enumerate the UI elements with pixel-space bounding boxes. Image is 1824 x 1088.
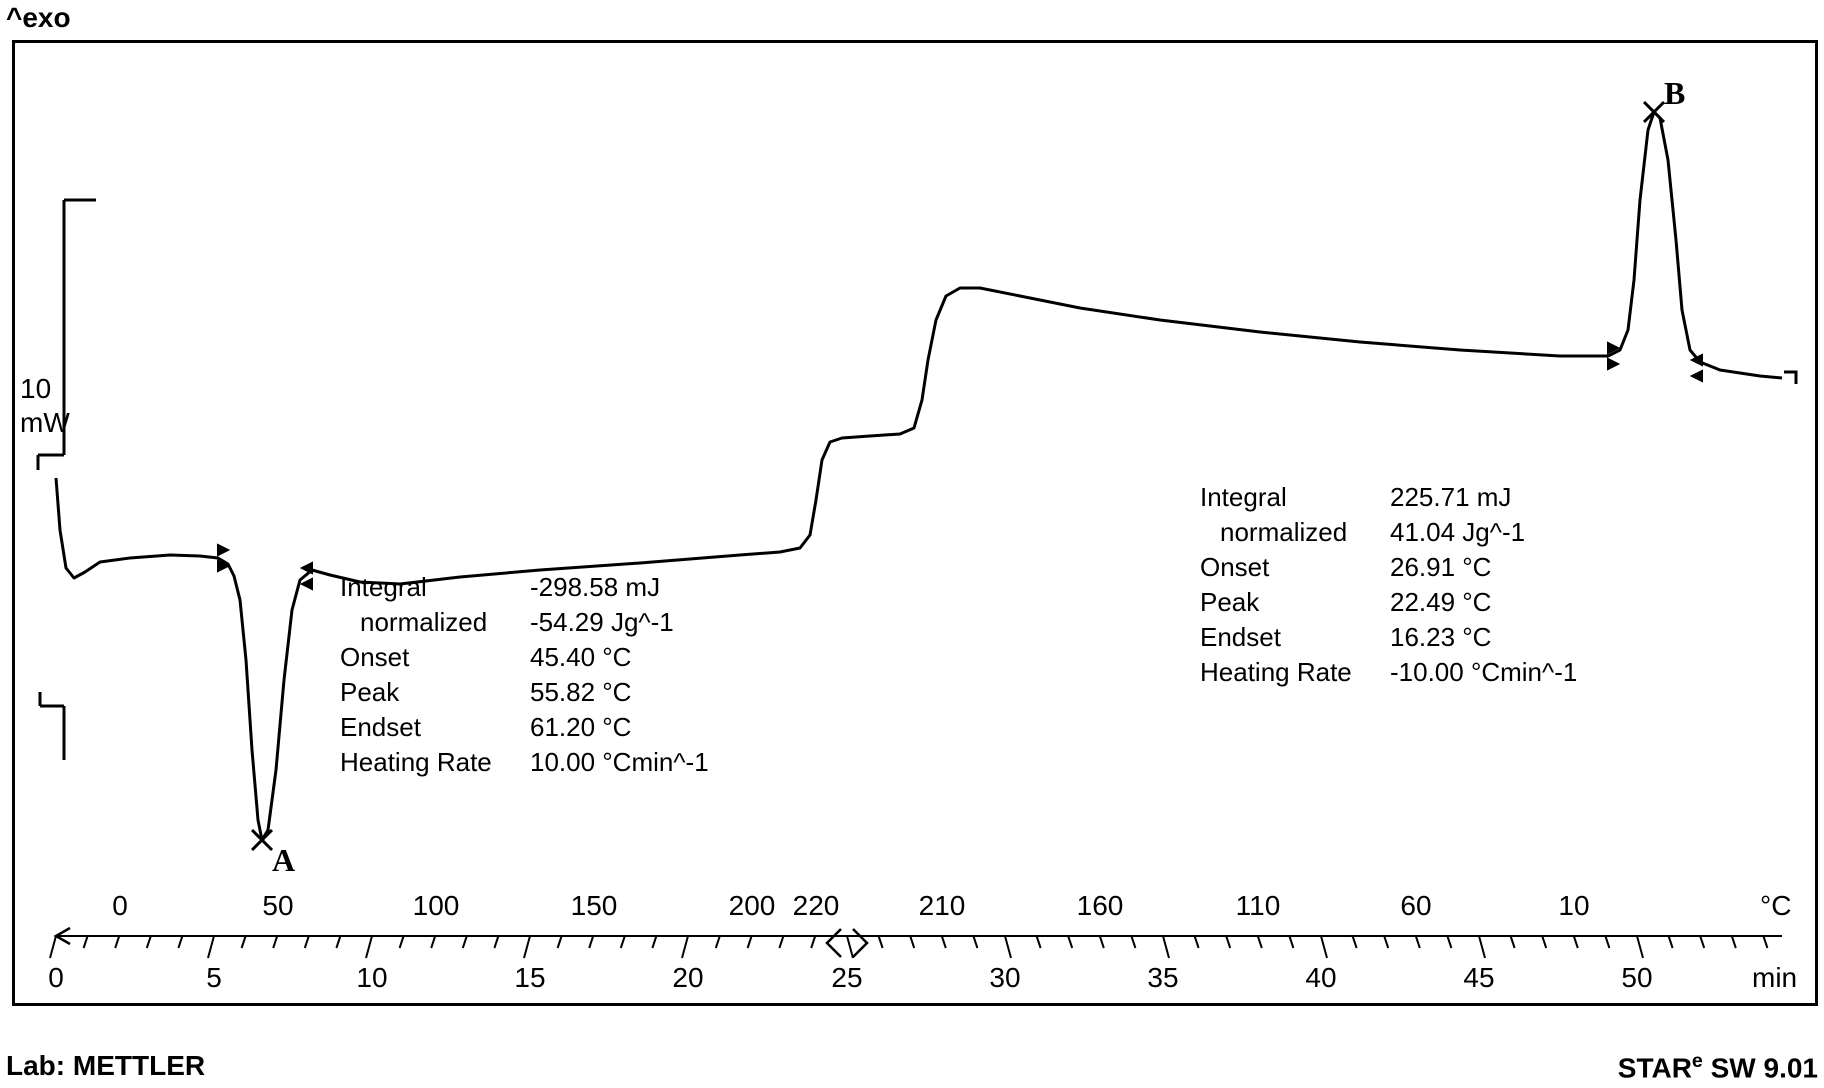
time-tick-label: 45 (1463, 962, 1494, 994)
time-tick-label: 35 (1147, 962, 1178, 994)
time-tick-label: 30 (989, 962, 1020, 994)
time-tick-label: 50 (1621, 962, 1652, 994)
time-tick-label: 25 (831, 962, 862, 994)
time-tick-label: 40 (1305, 962, 1336, 994)
time-tick-label: 5 (206, 962, 222, 994)
footer-lab: Lab: METTLER (6, 1050, 205, 1082)
time-tick-label: 20 (672, 962, 703, 994)
time-tick-label: 10 (356, 962, 387, 994)
footer-sup: e (1692, 1050, 1703, 1072)
time-axis-unit: min (1752, 962, 1797, 994)
footer-star: STAR (1618, 1052, 1692, 1083)
time-tick-label: 15 (514, 962, 545, 994)
temperature-axis-ticks (0, 0, 1824, 1088)
footer-software: STARe SW 9.01 (1618, 1050, 1818, 1084)
dsc-chart: ^exo 10 mW A B Integral-298.58 mJnormali… (0, 0, 1824, 1088)
time-tick-label: 0 (48, 962, 64, 994)
footer-sw: SW 9.01 (1703, 1052, 1818, 1083)
